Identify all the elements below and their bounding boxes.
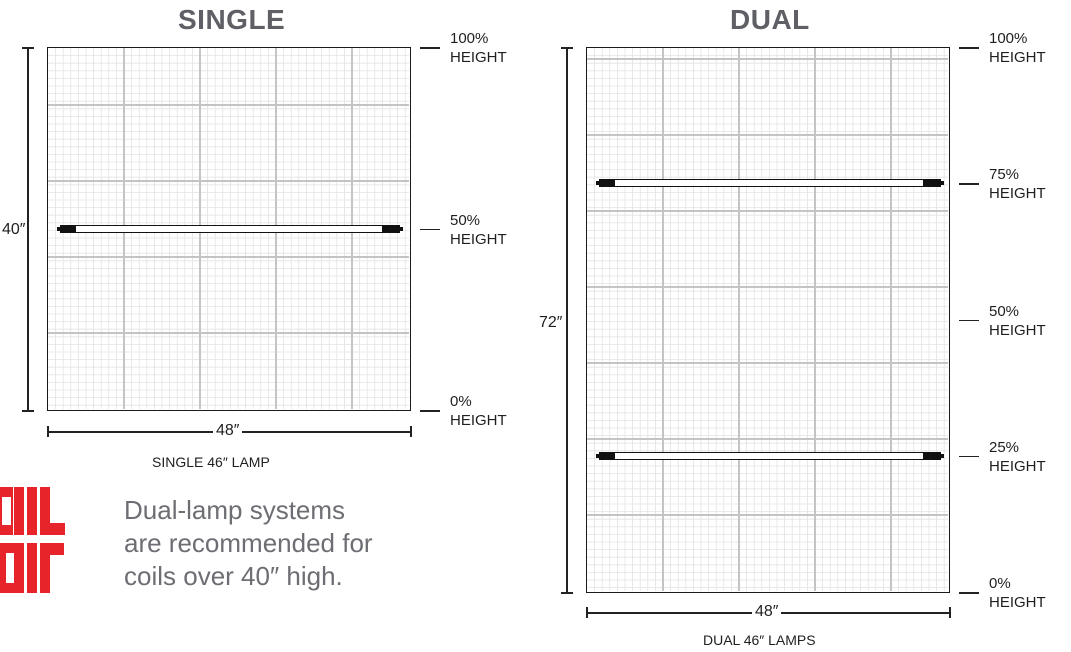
dual-level-word: HEIGHT	[989, 457, 1046, 475]
single-level-label: 100% HEIGHT	[450, 29, 507, 67]
dual-width-dim-left-cap	[586, 607, 588, 618]
single-title: SINGLE	[178, 4, 286, 35]
single-caption: SINGLE 46″ LAMP	[152, 454, 270, 470]
single-height-dim-line	[27, 47, 29, 411]
dual-level-tick	[959, 183, 979, 185]
dual-lamp	[596, 178, 944, 188]
dual-height-dim-line	[566, 47, 568, 593]
lamp-pin-right	[940, 181, 944, 186]
dual-level-percent: 25%	[989, 438, 1020, 456]
note-line-2: are recommended for	[124, 528, 373, 558]
lamp-pin-left	[596, 181, 600, 186]
lamp-end-cap-left	[60, 224, 78, 233]
lamp-end-cap-right	[923, 179, 941, 188]
single-width-dim-left-cap	[47, 426, 49, 437]
lamp-end-cap-right	[382, 224, 400, 233]
lamp-end-cap-left	[599, 179, 617, 188]
single-level-tick	[420, 47, 440, 49]
dual-grid-lines	[587, 48, 948, 591]
dual-level-label: 75% HEIGHT	[989, 165, 1046, 203]
note-line-3: coils over 40″ high.	[124, 561, 343, 591]
note-line-1: Dual-lamp systems	[124, 495, 346, 525]
dual-level-word: HEIGHT	[989, 49, 1046, 66]
dual-lamp	[596, 451, 944, 461]
single-level-label: 0% HEIGHT	[450, 392, 507, 430]
dual-level-percent: 50%	[989, 302, 1020, 320]
dual-width-label: 48″	[752, 603, 782, 621]
lamp-end-cap-right	[923, 451, 941, 460]
dual-level-word: HEIGHT	[989, 321, 1046, 339]
single-level-tick	[420, 228, 440, 230]
lamp-tube	[614, 179, 926, 188]
dual-level-word: HEIGHT	[989, 185, 1046, 203]
dual-level-tick	[959, 319, 979, 321]
dual-coil-grid	[586, 47, 950, 593]
dual-level-label: 0% HEIGHT	[989, 574, 1046, 612]
single-height-dim-bottom-cap	[22, 410, 34, 412]
dual-title: DUAL	[730, 4, 810, 35]
dual-level-label: 25% HEIGHT	[989, 438, 1046, 476]
single-level-percent: 0%	[450, 393, 472, 410]
lamp-end-cap-left	[599, 451, 617, 460]
lamp-pin-left	[57, 226, 61, 231]
single-level-word: HEIGHT	[450, 230, 507, 248]
single-level-tick	[420, 410, 440, 412]
dual-width-dim-right-cap	[949, 607, 951, 618]
single-level-word: HEIGHT	[450, 412, 507, 429]
single-level-percent: 100%	[450, 30, 489, 47]
single-level-word: HEIGHT	[450, 49, 507, 66]
dual-level-label: 50% HEIGHT	[989, 302, 1046, 340]
dual-level-tick	[959, 592, 979, 594]
dual-level-percent: 100%	[989, 30, 1028, 47]
dual-caption: DUAL 46″ LAMPS	[703, 632, 816, 648]
single-lamp	[57, 224, 403, 234]
coil-air-logo	[0, 487, 65, 593]
single-width-label: 48″	[213, 422, 243, 440]
lamp-tube	[75, 224, 385, 233]
lamp-pin-left	[596, 453, 600, 458]
dual-height-label: 72″	[537, 314, 565, 332]
dual-level-percent: 0%	[989, 575, 1011, 592]
recommendation-note: Dual-lamp systems are recommended for co…	[124, 494, 373, 593]
dual-level-tick	[959, 47, 979, 49]
lamp-tube	[614, 451, 926, 460]
lamp-pin-right	[940, 453, 944, 458]
dual-level-percent: 75%	[989, 166, 1020, 184]
single-level-percent: 50%	[450, 211, 481, 229]
single-level-label: 50% HEIGHT	[450, 211, 507, 249]
lamp-pin-right	[399, 226, 403, 231]
single-width-dim-right-cap	[410, 426, 412, 437]
dual-level-label: 100% HEIGHT	[989, 29, 1046, 67]
dual-height-dim-bottom-cap	[561, 592, 573, 594]
single-height-label: 40″	[0, 221, 28, 239]
dual-level-tick	[959, 455, 979, 458]
dual-level-word: HEIGHT	[989, 594, 1046, 611]
